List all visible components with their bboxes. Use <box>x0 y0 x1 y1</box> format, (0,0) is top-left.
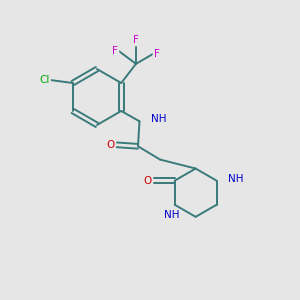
Text: F: F <box>112 46 118 56</box>
Text: F: F <box>154 49 160 58</box>
Text: NH: NH <box>151 114 166 124</box>
Text: Cl: Cl <box>40 75 50 85</box>
Text: F: F <box>133 35 139 45</box>
Text: O: O <box>143 176 152 186</box>
Text: NH: NH <box>164 210 179 220</box>
Text: NH: NH <box>228 174 243 184</box>
Text: O: O <box>106 140 115 150</box>
